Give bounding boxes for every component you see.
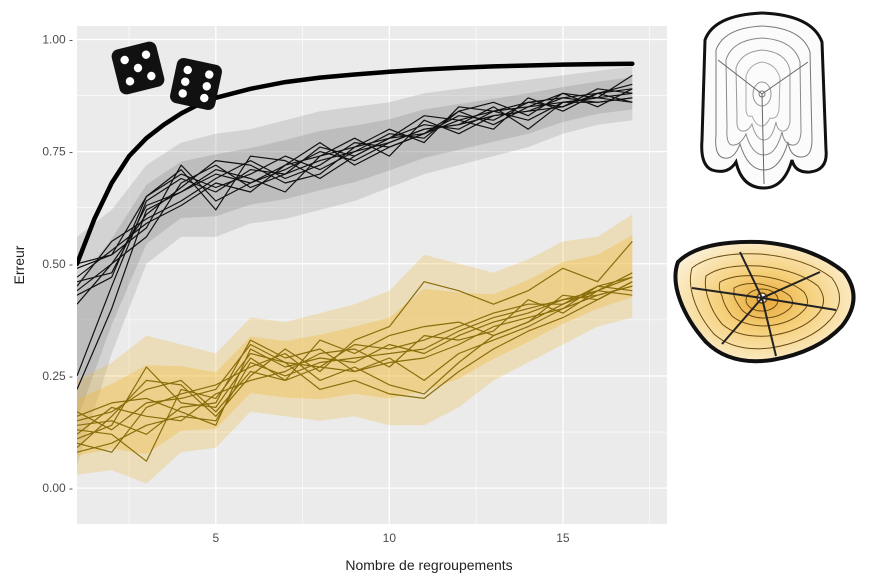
random-band-outer: [77, 66, 633, 466]
tree-cross-section-icon: [673, 239, 856, 364]
spatial-series-lines: [77, 241, 633, 462]
x-axis: 5 10 15: [212, 531, 569, 545]
y-tick-label: 0.00 -: [42, 481, 73, 495]
random-series-line: [77, 83, 633, 287]
random-series-lines: [77, 74, 633, 390]
spatial-series-line: [77, 285, 633, 426]
spatial-series-line: [77, 276, 633, 431]
x-axis-title: Nombre de regroupements: [345, 557, 512, 573]
y-tick-label: 0.25 -: [42, 369, 73, 383]
spatial-series-line: [77, 285, 633, 435]
x-tick-label: 15: [556, 531, 570, 545]
spatial-series-line: [77, 290, 633, 453]
plot-panel: [77, 26, 667, 524]
random-band-inner: [77, 77, 633, 420]
dice-icon: [111, 41, 222, 110]
x-tick-label: 10: [383, 531, 397, 545]
tree-trunk-rings-icon: [700, 11, 828, 190]
random-series-line: [77, 97, 633, 292]
y-axis: 0.00 - 0.25 - 0.50 - 0.75 - 1.00 -: [42, 32, 73, 495]
spatial-series-line: [77, 281, 633, 440]
random-series-line: [77, 92, 633, 296]
spatial-series-line: [77, 241, 633, 449]
y-axis-title: Erreur: [11, 245, 27, 284]
y-tick-label: 1.00 -: [42, 32, 73, 46]
random-series-line: [77, 88, 633, 278]
y-tick-label: 0.50 -: [42, 257, 73, 271]
spatial-series-line: [77, 281, 633, 462]
x-tick-label: 5: [212, 531, 219, 545]
random-series-line: [77, 97, 633, 265]
y-tick-label: 0.75 -: [42, 145, 73, 159]
spatial-band-inner: [77, 235, 633, 456]
bound-line: [77, 61, 635, 267]
